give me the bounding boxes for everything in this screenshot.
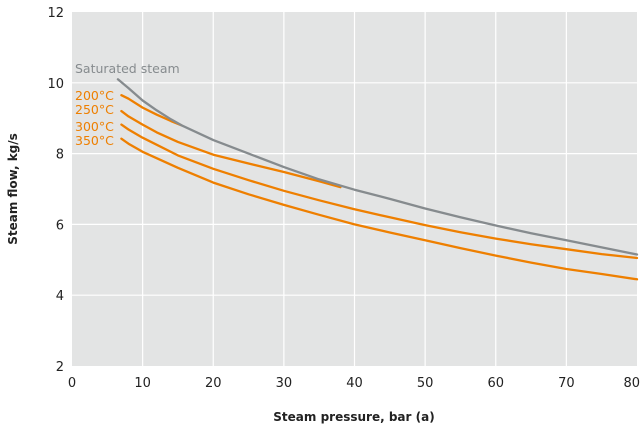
x-tick-label: 60 [487, 376, 504, 391]
x-tick-label: 0 [68, 376, 76, 391]
x-tick-label: 50 [417, 376, 434, 391]
x-tick-label: 10 [134, 376, 151, 391]
y-axis-ticks: 2 4 6 8 10 12 [47, 6, 64, 375]
series-label: 250°C [75, 102, 114, 117]
y-tick-label: 6 [56, 218, 64, 233]
y-tick-label: 2 [56, 360, 64, 375]
x-axis-ticks: 0 10 20 30 40 50 60 70 80 [68, 376, 640, 391]
series-label: 200°C [75, 88, 114, 103]
series-line [116, 78, 639, 256]
x-tick-label: 80 [623, 376, 640, 391]
series-line [120, 94, 183, 127]
grid-lines [72, 12, 637, 366]
x-tick-label: 70 [558, 376, 575, 391]
series-line [120, 137, 639, 281]
y-tick-label: 10 [47, 77, 64, 92]
series-label: 350°C [75, 133, 114, 148]
series-line [120, 123, 639, 260]
series-label: 300°C [75, 119, 114, 134]
series-lines [116, 78, 639, 281]
series-line [120, 109, 342, 189]
y-axis-title: Steam flow, kg/s [6, 133, 20, 245]
y-tick-label: 12 [47, 6, 64, 21]
x-tick-label: 30 [276, 376, 293, 391]
x-tick-label: 20 [205, 376, 222, 391]
x-tick-label: 40 [346, 376, 363, 391]
x-axis-title: Steam pressure, bar (a) [273, 410, 434, 424]
y-tick-label: 8 [56, 148, 64, 163]
series-label: Saturated steam [75, 61, 180, 76]
y-tick-label: 4 [56, 289, 64, 304]
